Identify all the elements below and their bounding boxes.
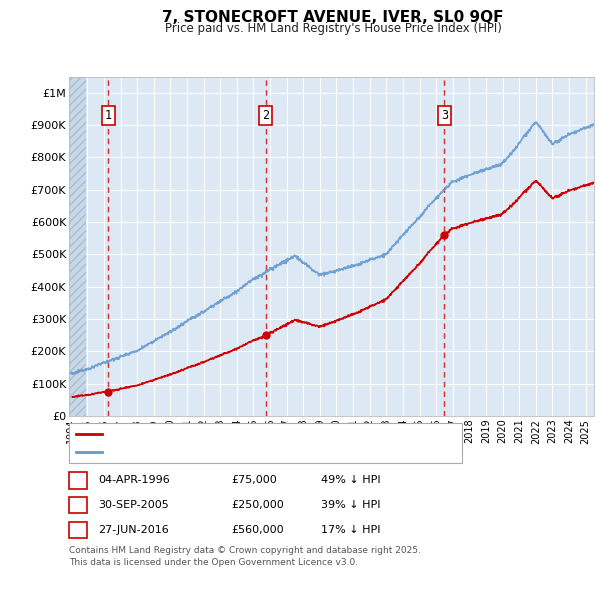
Text: Price paid vs. HM Land Registry's House Price Index (HPI): Price paid vs. HM Land Registry's House … bbox=[164, 22, 502, 35]
Text: 49% ↓ HPI: 49% ↓ HPI bbox=[321, 476, 380, 485]
Text: 2: 2 bbox=[74, 500, 82, 510]
Text: 7, STONECROFT AVENUE, IVER, SL0 9QF: 7, STONECROFT AVENUE, IVER, SL0 9QF bbox=[162, 10, 504, 25]
Text: 7, STONECROFT AVENUE, IVER, SL0 9QF (detached house): 7, STONECROFT AVENUE, IVER, SL0 9QF (det… bbox=[107, 430, 410, 440]
Text: 17% ↓ HPI: 17% ↓ HPI bbox=[321, 525, 380, 535]
Text: 3: 3 bbox=[441, 109, 448, 122]
Text: Contains HM Land Registry data © Crown copyright and database right 2025.
This d: Contains HM Land Registry data © Crown c… bbox=[69, 546, 421, 566]
Text: 27-JUN-2016: 27-JUN-2016 bbox=[98, 525, 169, 535]
Text: £250,000: £250,000 bbox=[231, 500, 284, 510]
Text: 3: 3 bbox=[74, 525, 82, 535]
Text: £560,000: £560,000 bbox=[231, 525, 284, 535]
Bar bbox=[62, 77, 86, 416]
Text: 39% ↓ HPI: 39% ↓ HPI bbox=[321, 500, 380, 510]
Text: 30-SEP-2005: 30-SEP-2005 bbox=[98, 500, 169, 510]
Text: 2: 2 bbox=[262, 109, 269, 122]
Text: 1: 1 bbox=[104, 109, 112, 122]
Text: £75,000: £75,000 bbox=[231, 476, 277, 485]
Text: 04-APR-1996: 04-APR-1996 bbox=[98, 476, 170, 485]
Text: 1: 1 bbox=[74, 476, 82, 485]
Text: HPI: Average price, detached house, Buckinghamshire: HPI: Average price, detached house, Buck… bbox=[107, 447, 391, 457]
